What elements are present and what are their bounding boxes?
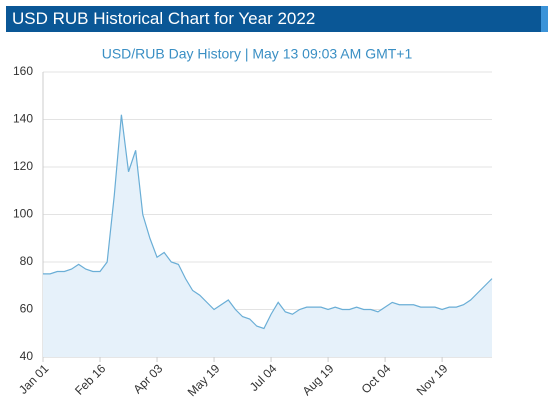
y-tick-label: 120 [13,159,33,173]
chart-subtitle: USD/RUB Day History | May 13 09:03 AM GM… [102,46,413,62]
y-tick-label: 100 [13,207,33,221]
x-tick-label: Jul 04 [247,361,280,394]
x-tick-label: Apr 03 [130,361,165,396]
x-tick-label: Jan 01 [16,361,52,397]
header-title: USD RUB Historical Chart for Year 2022 [12,9,316,28]
area-fill [43,114,492,357]
line [43,114,493,330]
y-tick-label: 140 [13,112,33,126]
header-bar: USD RUB Historical Chart for Year 2022 [6,6,548,32]
y-tick-label: 80 [20,254,34,268]
x-tick-label: May 19 [185,361,223,399]
x-tick-label: Oct 04 [359,361,394,396]
x-tick-label: Feb 16 [72,361,109,398]
y-tick-label: 60 [20,302,34,316]
x-tick-label: Nov 19 [414,361,451,398]
x-tick-label: Aug 19 [300,361,337,398]
y-tick-label: 40 [20,349,34,363]
y-tick-label: 160 [13,64,33,78]
